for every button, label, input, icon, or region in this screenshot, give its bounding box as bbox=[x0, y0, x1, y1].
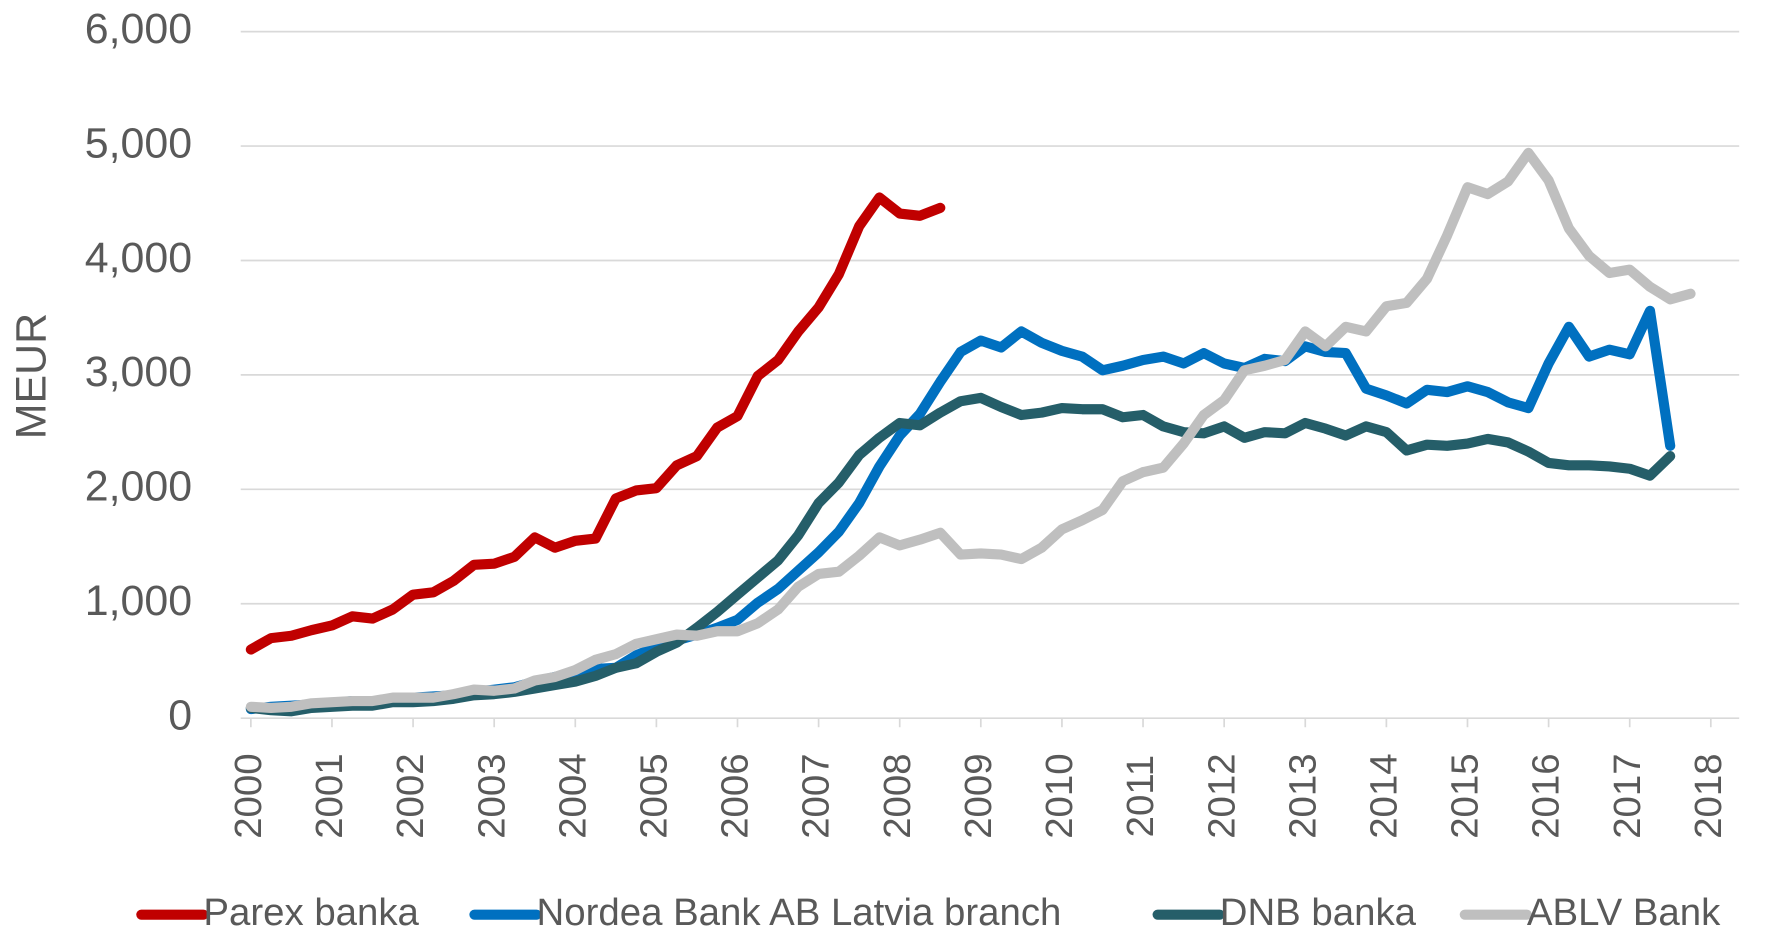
y-tick-label: 6,000 bbox=[85, 5, 192, 53]
x-tick-label: 2004 bbox=[551, 753, 594, 838]
y-tick-label: 1,000 bbox=[85, 577, 192, 625]
y-tick-label: 4,000 bbox=[85, 234, 192, 282]
y-axis-label: MEUR bbox=[7, 313, 55, 439]
series-line bbox=[245, 192, 946, 655]
y-tick-label: 2,000 bbox=[85, 463, 192, 511]
series-line bbox=[245, 147, 1696, 713]
x-tick-label: 2012 bbox=[1200, 753, 1243, 838]
y-tick-label: 5,000 bbox=[85, 119, 192, 167]
x-tick-label: 2014 bbox=[1363, 753, 1406, 838]
x-tick-label: 2008 bbox=[876, 753, 919, 838]
x-tick-label: 2017 bbox=[1606, 753, 1649, 838]
legend-label: Nordea Bank AB Latvia branch bbox=[537, 891, 1062, 934]
x-tick-label: 2006 bbox=[714, 753, 757, 838]
x-tick-label: 2009 bbox=[957, 753, 1000, 838]
x-tick-label: 2007 bbox=[795, 753, 838, 838]
x-tick-label: 2002 bbox=[389, 753, 432, 838]
legend-label: Parex banka bbox=[203, 891, 419, 934]
x-tick-label: 2015 bbox=[1444, 753, 1487, 838]
x-tick-label: 2010 bbox=[1038, 753, 1081, 838]
x-tick-label: 2018 bbox=[1687, 753, 1730, 838]
y-tick-label: 3,000 bbox=[85, 348, 192, 396]
x-tick-label: 2001 bbox=[308, 753, 351, 838]
legend-label: ABLV Bank bbox=[1527, 891, 1721, 934]
x-tick-label: 2000 bbox=[227, 753, 270, 838]
x-tick-label: 2003 bbox=[470, 753, 513, 838]
x-tick-label: 2013 bbox=[1281, 753, 1324, 838]
x-tick-label: 2005 bbox=[633, 753, 676, 838]
y-tick-label: 0 bbox=[168, 692, 192, 740]
x-tick-label: 2016 bbox=[1525, 753, 1568, 838]
series-line bbox=[245, 305, 1676, 715]
legend-label: DNB banka bbox=[1220, 891, 1417, 934]
x-tick-label: 2011 bbox=[1119, 755, 1162, 838]
